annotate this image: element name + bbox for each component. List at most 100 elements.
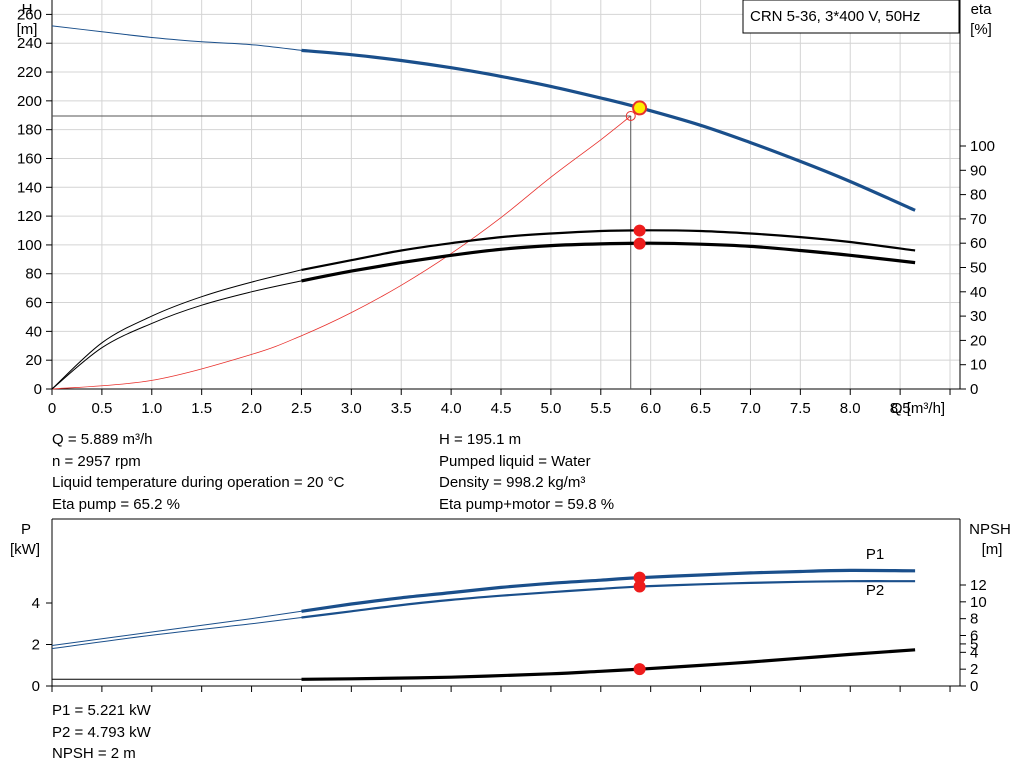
lower-y-left-axis-unit: [kW]: [10, 541, 40, 558]
y-left-tick-label: 220: [17, 64, 42, 81]
lower-y-right-axis-label: NPSH: [969, 521, 1011, 538]
lower-y-right-tick-label: 12: [970, 577, 987, 594]
y-left-tick-label: 60: [25, 295, 42, 312]
p2-series-label: P2: [866, 582, 884, 599]
y-left-tick-label: 20: [25, 352, 42, 369]
power-info: P1 = 5.221 kW P2 = 4.793 kW NPSH = 2 m: [52, 700, 151, 765]
eta-pump-motor-curve-extrapolated-line: [51, 280, 302, 390]
system-curve-line: [51, 115, 631, 390]
info-pumped-liquid: Pumped liquid = Water: [439, 452, 591, 470]
npsh-curve-line: [301, 648, 916, 681]
y-left-tick-label: 240: [17, 35, 42, 52]
y-right-axis-label: eta: [971, 1, 993, 18]
y-left-axis-label: H: [22, 1, 33, 18]
y-right-tick-label: 80: [970, 187, 987, 204]
lower-y-right-tick-label: 6: [970, 628, 978, 645]
info-density: Density = 998.2 kg/m³: [439, 474, 586, 491]
lower-y-right-tick-label: 8: [970, 611, 978, 628]
reference-point-marker: [625, 110, 636, 121]
legend-box: [742, 0, 960, 34]
x-tick-label: 4.5: [491, 400, 512, 417]
info-p2: P2 = 4.793 kW: [52, 723, 151, 741]
lower-y-right-tick-label: 4: [970, 644, 978, 661]
y-left-tick-label: 160: [17, 150, 42, 167]
y-left-tick-label: 0: [34, 381, 42, 398]
x-axis-label: Q [m³/h]: [891, 400, 945, 417]
info-p1: P1 = 5.221 kW: [52, 702, 151, 719]
head-curve-extrapolated-line: [51, 25, 302, 51]
p2-curve-extrapolated-line: [51, 617, 302, 650]
p1-series-label: P1: [866, 546, 884, 563]
y-right-tick-label: 0: [970, 381, 978, 398]
lower-y-left-tick-label: 2: [32, 637, 40, 654]
x-tick-label: 2.0: [241, 400, 262, 417]
y-left-tick-label: 140: [17, 179, 42, 196]
y-right-tick-label: 100: [970, 138, 995, 155]
x-tick-label: 8.0: [840, 400, 861, 417]
operating-info-right: H = 195.1 m Pumped liquid = Water Densit…: [439, 429, 614, 515]
lower-y-right-tick-label: 2: [970, 661, 978, 678]
x-tick-label: 1.5: [191, 400, 212, 417]
y-right-tick-label: 60: [970, 235, 987, 252]
y-right-tick-label: 10: [970, 357, 987, 374]
y-right-tick-label: 70: [970, 211, 987, 228]
lower-y-right-tick-label: 5: [970, 636, 978, 653]
x-tick-label: 0.5: [91, 400, 112, 417]
info-head: H = 195.1 m: [439, 431, 522, 448]
legend-box-text: CRN 5-36, 3*400 V, 50Hz: [750, 8, 920, 25]
x-tick-label: 5.0: [540, 400, 561, 417]
y-right-tick-label: 30: [970, 308, 987, 325]
y-left-tick-label: 100: [17, 237, 42, 254]
y-right-tick-label: 50: [970, 260, 987, 277]
p1-curve-line: [301, 568, 916, 613]
p1-curve-extrapolated-line: [51, 610, 302, 646]
info-flow: Q = 5.889 m³/h: [52, 431, 153, 448]
x-tick-label: 6.5: [690, 400, 711, 417]
p2-curve-line: [301, 580, 916, 619]
x-tick-label: 6.0: [640, 400, 661, 417]
info-speed: n = 2957 rpm: [52, 452, 141, 470]
y-right-tick-label: 40: [970, 284, 987, 301]
y-left-tick-label: 120: [17, 208, 42, 225]
duty-point-marker: [632, 100, 648, 116]
p2-marker: [633, 580, 646, 593]
lower-y-right-tick-label: 10: [970, 594, 987, 611]
eta-pump-motor-curve-line: [301, 241, 916, 283]
npsh-marker: [633, 663, 646, 676]
x-tick-label: 3.5: [391, 400, 412, 417]
y-left-tick-label: 80: [25, 266, 42, 283]
y-left-tick-label: 180: [17, 122, 42, 139]
y-right-axis-unit: [%]: [970, 21, 992, 38]
y-left-tick-label: 200: [17, 93, 42, 110]
lower-y-left-axis-label: P: [21, 521, 31, 538]
x-tick-label: 7.5: [790, 400, 811, 417]
eta-pump-curve-extrapolated-line: [51, 269, 302, 390]
y-left-tick-label: 260: [17, 6, 42, 23]
p1-marker: [633, 571, 646, 584]
x-tick-label: 2.5: [291, 400, 312, 417]
info-liquid-temperature: Liquid temperature during operation = 20…: [52, 474, 345, 491]
y-right-tick-label: 20: [970, 332, 987, 349]
lower-y-right-axis-unit: [m]: [982, 541, 1003, 558]
eta-pump-motor-marker: [633, 237, 646, 250]
lower-y-left-tick-label: 0: [32, 678, 40, 695]
x-tick-label: 7.0: [740, 400, 761, 417]
x-tick-label: 0: [48, 400, 56, 417]
info-eta-pump: Eta pump = 65.2 %: [52, 495, 180, 513]
lower-y-left-tick-label: 4: [32, 595, 40, 612]
y-left-tick-label: 40: [25, 323, 42, 340]
info-npsh: NPSH = 2 m: [52, 745, 136, 762]
lower-y-right-tick-label: 0: [970, 678, 978, 695]
x-tick-label: 5.5: [590, 400, 611, 417]
y-left-axis-unit: [m]: [17, 21, 38, 38]
eta-pump-marker: [633, 224, 646, 237]
head-curve-line: [301, 48, 916, 212]
x-tick-label: 3.0: [341, 400, 362, 417]
x-tick-label: 1.0: [141, 400, 162, 417]
eta-pump-curve-line: [301, 229, 916, 271]
info-eta-pump-motor: Eta pump+motor = 59.8 %: [439, 495, 615, 513]
operating-info-left: Q = 5.889 m³/h n = 2957 rpm Liquid tempe…: [52, 429, 344, 515]
x-tick-label: 8.5: [890, 400, 911, 417]
x-tick-label: 4.0: [441, 400, 462, 417]
